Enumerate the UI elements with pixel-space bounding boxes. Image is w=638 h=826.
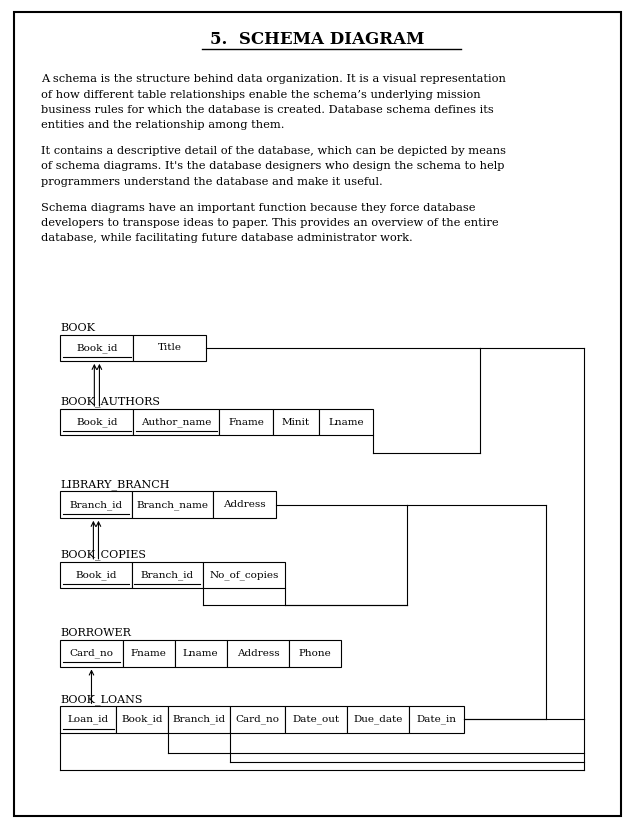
Text: business rules for which the database is created. Database schema defines its: business rules for which the database is… [41, 105, 494, 115]
Text: Date_out: Date_out [292, 714, 339, 724]
Bar [61, 640, 122, 667]
Text: Book_id: Book_id [76, 417, 117, 427]
Text: Book_id: Book_id [75, 570, 117, 580]
Bar [289, 640, 341, 667]
Text: Branch_name: Branch_name [136, 500, 208, 510]
Text: Minit: Minit [282, 418, 310, 426]
Text: No_of_copies: No_of_copies [209, 570, 279, 580]
Text: developers to transpose ideas to paper. This provides an overview of the entire: developers to transpose ideas to paper. … [41, 218, 499, 228]
Bar [61, 706, 116, 733]
Bar [230, 706, 285, 733]
Text: Due_date: Due_date [353, 714, 403, 724]
Text: Branch_id: Branch_id [140, 570, 194, 580]
Bar [133, 335, 207, 361]
Text: BOOK: BOOK [61, 323, 95, 333]
Text: entities and the relationship among them.: entities and the relationship among them… [41, 120, 285, 131]
Bar [226, 640, 289, 667]
Text: Card_no: Card_no [70, 648, 114, 658]
Bar [319, 409, 373, 435]
Text: programmers understand the database and make it useful.: programmers understand the database and … [41, 177, 383, 187]
Text: Lname: Lname [183, 649, 219, 657]
Bar [168, 706, 230, 733]
Text: BOOK_COPIES: BOOK_COPIES [61, 549, 146, 560]
Bar [273, 409, 319, 435]
Bar [116, 706, 168, 733]
Bar [61, 562, 131, 588]
Text: Lname: Lname [328, 418, 364, 426]
Bar [122, 640, 175, 667]
Text: Schema diagrams have an important function because they force database: Schema diagrams have an important functi… [41, 202, 476, 213]
Text: Book_id: Book_id [76, 343, 117, 353]
Bar [61, 409, 133, 435]
Bar [61, 335, 133, 361]
Bar [131, 491, 213, 518]
Text: Address: Address [223, 501, 266, 509]
Text: database, while facilitating future database administrator work.: database, while facilitating future data… [41, 233, 413, 244]
Text: Phone: Phone [299, 649, 332, 657]
Bar [133, 409, 219, 435]
Text: Author_name: Author_name [141, 417, 211, 427]
Text: Date_in: Date_in [416, 714, 456, 724]
Text: Fname: Fname [228, 418, 264, 426]
Bar [61, 491, 131, 518]
Text: 5.  SCHEMA DIAGRAM: 5. SCHEMA DIAGRAM [211, 31, 425, 48]
Text: Address: Address [237, 649, 279, 657]
Text: Branch_id: Branch_id [70, 500, 122, 510]
Bar [285, 706, 347, 733]
Bar [213, 491, 276, 518]
Text: Loan_id: Loan_id [68, 714, 109, 724]
Text: LIBRARY_BRANCH: LIBRARY_BRANCH [61, 479, 170, 490]
Text: Book_id: Book_id [122, 714, 163, 724]
Text: Branch_id: Branch_id [173, 714, 226, 724]
Bar [347, 706, 408, 733]
Bar [219, 409, 273, 435]
Text: Card_no: Card_no [235, 714, 279, 724]
Text: Title: Title [158, 344, 182, 352]
Text: of how different table relationships enable the schema’s underlying mission: of how different table relationships ena… [41, 89, 481, 100]
Bar [175, 640, 226, 667]
Bar [203, 562, 285, 588]
Text: It contains a descriptive detail of the database, which can be depicted by means: It contains a descriptive detail of the … [41, 146, 507, 156]
Bar [408, 706, 464, 733]
Bar [131, 562, 203, 588]
Text: Fname: Fname [131, 649, 167, 657]
Text: of schema diagrams. It's the database designers who design the schema to help: of schema diagrams. It's the database de… [41, 161, 505, 172]
Text: BOOK_AUTHORS: BOOK_AUTHORS [61, 396, 160, 407]
Text: BOOK_LOANS: BOOK_LOANS [61, 694, 143, 705]
Text: A schema is the structure behind data organization. It is a visual representatio: A schema is the structure behind data or… [41, 74, 506, 84]
Text: BORROWER: BORROWER [61, 629, 131, 638]
